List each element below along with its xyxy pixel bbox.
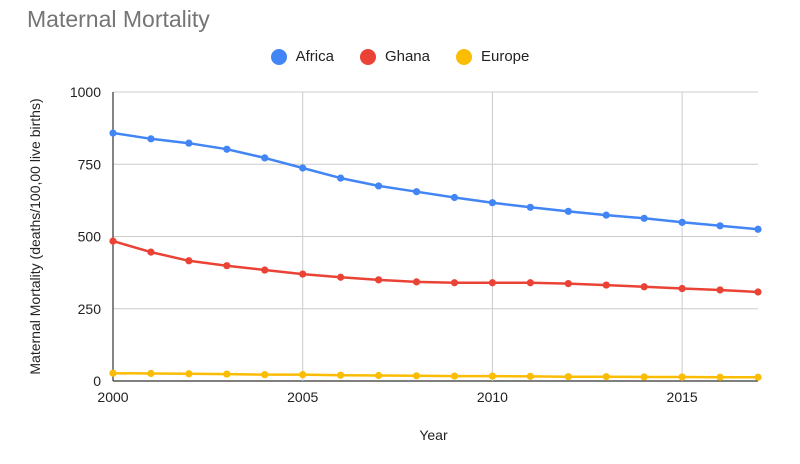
data-point-africa	[412, 188, 421, 196]
data-point-ghana	[602, 281, 610, 289]
data-point-africa	[450, 193, 459, 202]
data-point-europe	[109, 369, 117, 377]
chart-title: Maternal Mortality	[27, 6, 210, 32]
legend: Africa Ghana Europe	[0, 48, 800, 65]
data-point-africa	[716, 222, 724, 230]
data-point-europe	[337, 371, 345, 379]
data-point-africa	[109, 129, 117, 137]
data-point-ghana	[109, 237, 117, 245]
data-point-europe	[716, 373, 724, 381]
data-point-africa	[299, 164, 307, 172]
data-point-ghana	[374, 276, 383, 284]
data-point-europe	[526, 372, 534, 380]
x-tick-label: 2010	[477, 389, 508, 405]
data-point-europe	[299, 371, 307, 379]
legend-item-africa[interactable]: Africa	[270, 48, 334, 65]
data-point-europe	[678, 373, 686, 381]
data-point-ghana	[147, 248, 155, 256]
data-point-europe	[185, 370, 193, 378]
data-point-europe	[261, 371, 269, 379]
data-point-ghana	[716, 286, 724, 294]
legend-swatch-ghana	[359, 48, 376, 65]
data-point-africa	[526, 203, 534, 211]
legend-swatch-europe	[456, 48, 472, 65]
data-point-africa	[640, 214, 648, 222]
data-point-africa	[337, 174, 345, 182]
y-tick-label: 750	[78, 156, 102, 172]
data-point-ghana	[261, 266, 269, 274]
data-point-africa	[147, 135, 155, 143]
series-line-ghana	[112, 239, 759, 294]
data-point-europe	[412, 372, 421, 380]
data-point-africa	[261, 154, 269, 162]
legend-label-ghana: Ghana	[384, 48, 430, 65]
data-point-europe	[374, 371, 383, 380]
data-point-ghana	[678, 284, 686, 293]
series-line-africa	[112, 131, 759, 231]
y-axis-title: Maternal Mortality (deaths/100,00 live b…	[27, 98, 43, 374]
y-tick-label: 500	[78, 229, 102, 245]
data-point-africa	[374, 182, 383, 190]
data-point-ghana	[488, 279, 497, 287]
data-point-africa	[185, 139, 193, 147]
y-tick-label: 250	[78, 301, 102, 317]
data-point-africa	[602, 211, 610, 219]
legend-swatch-africa	[270, 48, 287, 65]
data-point-europe	[450, 372, 459, 380]
data-point-ghana	[299, 270, 307, 278]
data-point-africa	[564, 207, 572, 215]
y-tick-label: 0	[93, 373, 101, 389]
data-point-europe	[640, 373, 648, 381]
data-point-africa	[488, 199, 497, 207]
data-point-europe	[488, 372, 497, 380]
legend-label-africa: Africa	[295, 48, 334, 65]
data-point-ghana	[185, 257, 193, 265]
data-point-africa	[678, 218, 686, 226]
data-point-ghana	[450, 279, 459, 287]
series-line-europe	[112, 371, 758, 379]
x-tick-label: 2000	[97, 389, 128, 405]
data-point-ghana	[640, 283, 648, 291]
x-tick-label: 2015	[667, 389, 698, 405]
data-point-ghana	[526, 279, 534, 287]
x-axis-title: Year	[419, 427, 448, 443]
legend-item-europe[interactable]: Europe	[456, 48, 529, 65]
x-tick-label: 2005	[287, 389, 318, 405]
data-point-ghana	[754, 288, 762, 296]
data-point-ghana	[564, 280, 572, 288]
y-tick-label: 1000	[70, 84, 101, 100]
data-point-europe	[602, 373, 610, 381]
data-point-africa	[223, 145, 231, 153]
data-point-europe	[754, 373, 762, 381]
data-point-europe	[147, 369, 155, 378]
data-point-ghana	[337, 273, 345, 281]
legend-item-ghana[interactable]: Ghana	[359, 48, 430, 65]
data-point-europe	[223, 370, 231, 378]
data-point-ghana	[223, 262, 231, 270]
data-point-ghana	[412, 278, 421, 286]
data-point-africa	[754, 225, 762, 233]
legend-label-europe: Europe	[481, 48, 530, 65]
data-point-europe	[564, 373, 572, 381]
